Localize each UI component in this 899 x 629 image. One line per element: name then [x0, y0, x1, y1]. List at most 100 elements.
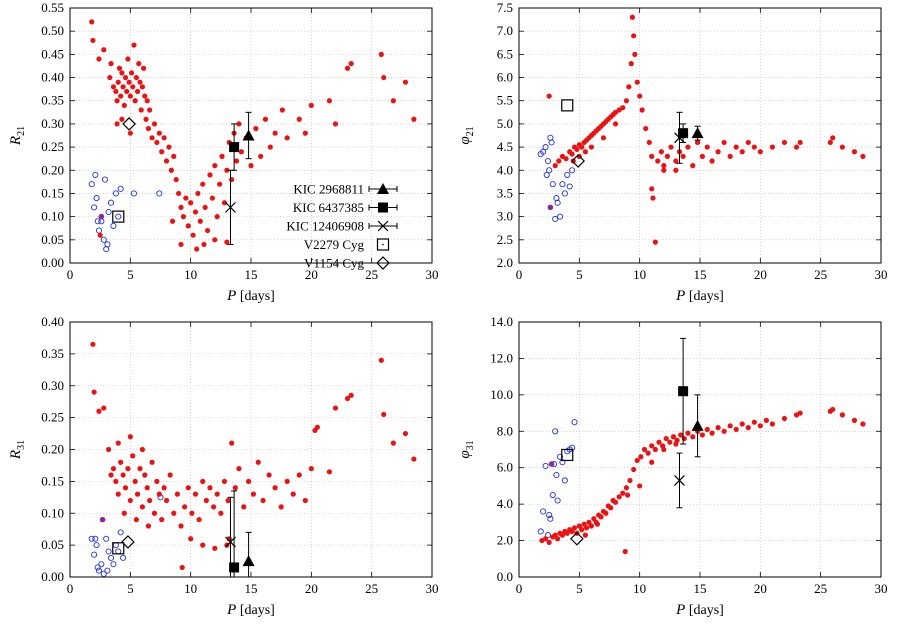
red-point [348, 392, 354, 398]
red-point [210, 504, 217, 510]
red-point [579, 144, 585, 150]
legend-label: KIC 6437385 [293, 200, 364, 215]
x-tick-label: 20 [754, 267, 767, 282]
red-point [195, 190, 201, 197]
red-point [151, 510, 158, 516]
x-axis-unit: [days] [240, 603, 275, 618]
red-point [207, 485, 213, 491]
open-circle-point [544, 157, 552, 165]
red-point [652, 446, 658, 453]
red-point [827, 139, 833, 146]
red-point [139, 84, 145, 90]
y-tick-label: 0.45 [41, 46, 64, 61]
open-circle-point [540, 508, 547, 515]
red-point [118, 93, 124, 99]
y-tick-label: 0.25 [41, 139, 64, 154]
y-tick-label: 0.40 [41, 314, 64, 329]
red-point [122, 74, 129, 81]
y-axis-subscript: 31 [16, 440, 27, 450]
red-point [144, 98, 150, 104]
y-tick-label: 4.5 [497, 139, 513, 154]
open-circle-point [117, 185, 124, 192]
x-tick-label: 25 [814, 581, 827, 596]
kepler-marker-kic-6437385 [678, 386, 689, 397]
red-point [699, 432, 706, 438]
red-point [637, 93, 643, 99]
red-point [623, 98, 629, 104]
open-circle-point [110, 222, 117, 229]
red-point [623, 485, 629, 491]
red-point [197, 218, 203, 224]
open-circle-point [110, 561, 117, 568]
kepler-marker-kic-6437385 [229, 562, 240, 573]
kepler-marker-v2279-cyg [112, 542, 125, 555]
panel-phi21: 0 5 10 15 20 25 30 2.0 2.5 3.0 3.5 4.0 4.5 5.0 5.5 6.0 6… [457, 0, 888, 304]
red-point [645, 450, 651, 456]
red-point [634, 79, 640, 85]
kepler-marker-kic-2968811 [242, 555, 255, 567]
red-point [646, 139, 652, 146]
red-point [603, 510, 609, 516]
purple-point [98, 213, 105, 220]
red-point [839, 412, 845, 418]
open-circle-point [88, 181, 95, 188]
red-point [556, 158, 562, 164]
red-point [178, 241, 184, 248]
red-point [96, 408, 102, 414]
red-point [649, 186, 655, 192]
red-point [176, 190, 182, 197]
y-tick-label: 0.0 [497, 569, 513, 584]
red-point [649, 459, 655, 465]
kepler-marker-kic-12406908 [674, 475, 685, 486]
red-point [174, 491, 180, 497]
legend-label: KIC 12406908 [286, 219, 364, 234]
y-axis-label: φ31 [457, 440, 476, 458]
y-tick-label: 10.0 [490, 387, 513, 402]
kepler-marker-kic-12406908 [225, 201, 236, 213]
y-tick-label: 0.05 [41, 232, 64, 247]
red-point [678, 432, 684, 438]
open-circle-point [569, 167, 576, 174]
y-tick-label: 5.0 [497, 116, 513, 131]
open-circle-point [552, 215, 559, 223]
red-point [161, 135, 167, 141]
purple-point [99, 516, 106, 523]
x-tick-label: 25 [365, 581, 378, 596]
red-point [101, 47, 107, 53]
red-point [96, 56, 102, 62]
open-circle-point [561, 190, 568, 197]
y-axis-subscript: 21 [465, 126, 476, 136]
red-point [680, 153, 686, 159]
red-point [588, 523, 595, 529]
red-point [134, 88, 141, 95]
x-tick-label: 20 [754, 581, 767, 596]
red-point [626, 84, 632, 90]
open-circle-point [112, 190, 119, 197]
red-point [378, 357, 384, 363]
red-point [709, 158, 715, 164]
kepler-marker-v1154-cyg [121, 535, 135, 549]
open-circle-point [91, 204, 98, 211]
red-point [739, 421, 745, 427]
open-circle-point [553, 471, 560, 479]
red-point [656, 439, 662, 445]
x-tick-label: 0 [67, 581, 74, 596]
red-point [284, 478, 290, 484]
red-point [124, 88, 130, 95]
y-tick-label: 6.5 [497, 46, 513, 61]
red-point [699, 153, 706, 159]
red-point [169, 218, 176, 224]
red-point [378, 51, 384, 57]
red-point [600, 135, 607, 141]
red-point [411, 456, 417, 462]
red-point [588, 144, 595, 150]
open-circle-point [556, 213, 564, 220]
red-point [139, 504, 145, 510]
red-point [262, 116, 269, 122]
red-point [161, 485, 167, 491]
red-point [137, 79, 143, 85]
open-circle-point [93, 195, 100, 202]
red-point [649, 153, 655, 159]
red-point [245, 478, 252, 484]
red-point [189, 510, 195, 516]
